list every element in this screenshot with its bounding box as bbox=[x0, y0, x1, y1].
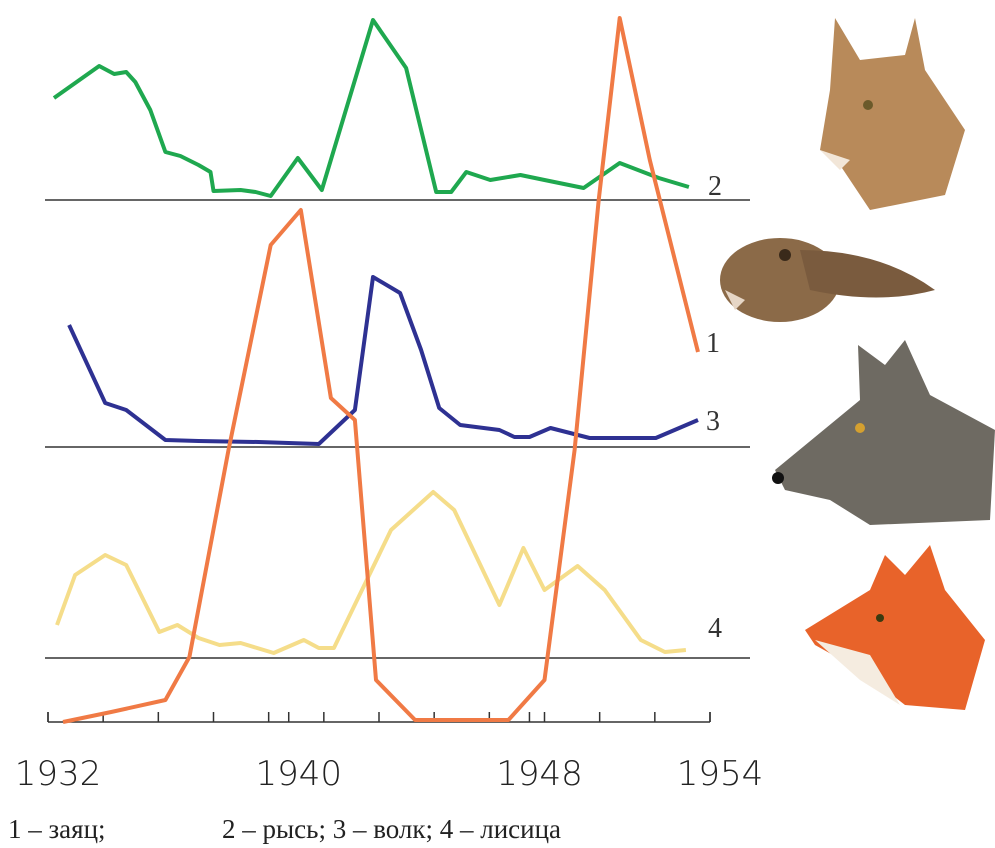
lines-layer: 1932 1940 1948 1954 bbox=[15, 18, 764, 794]
wolf-illustration bbox=[772, 340, 995, 525]
legend-text: 1 – заяц; bbox=[8, 814, 106, 844]
series-label: 4 bbox=[708, 613, 722, 644]
x-tick-label: 1932 bbox=[15, 754, 102, 794]
series-label: 1 bbox=[706, 328, 720, 359]
legend-text: 2 – рысь; 3 – волк; 4 – лисица bbox=[222, 814, 561, 844]
fox-illustration bbox=[805, 545, 985, 710]
series-label: 3 bbox=[706, 406, 720, 437]
x-tick-label: 1940 bbox=[255, 754, 342, 794]
series-label: 2 bbox=[708, 171, 722, 202]
hare-illustration bbox=[720, 238, 935, 322]
series-line bbox=[69, 277, 698, 444]
x-tick-label: 1954 bbox=[677, 754, 764, 794]
lynx-illustration bbox=[820, 18, 965, 210]
series-line bbox=[54, 20, 689, 196]
series-line bbox=[63, 18, 698, 722]
x-tick-label: 1948 bbox=[496, 754, 583, 794]
chart: 1932 1940 1948 1954 2 1 3 4 1 – заяц; 2 – р… bbox=[0, 0, 995, 848]
